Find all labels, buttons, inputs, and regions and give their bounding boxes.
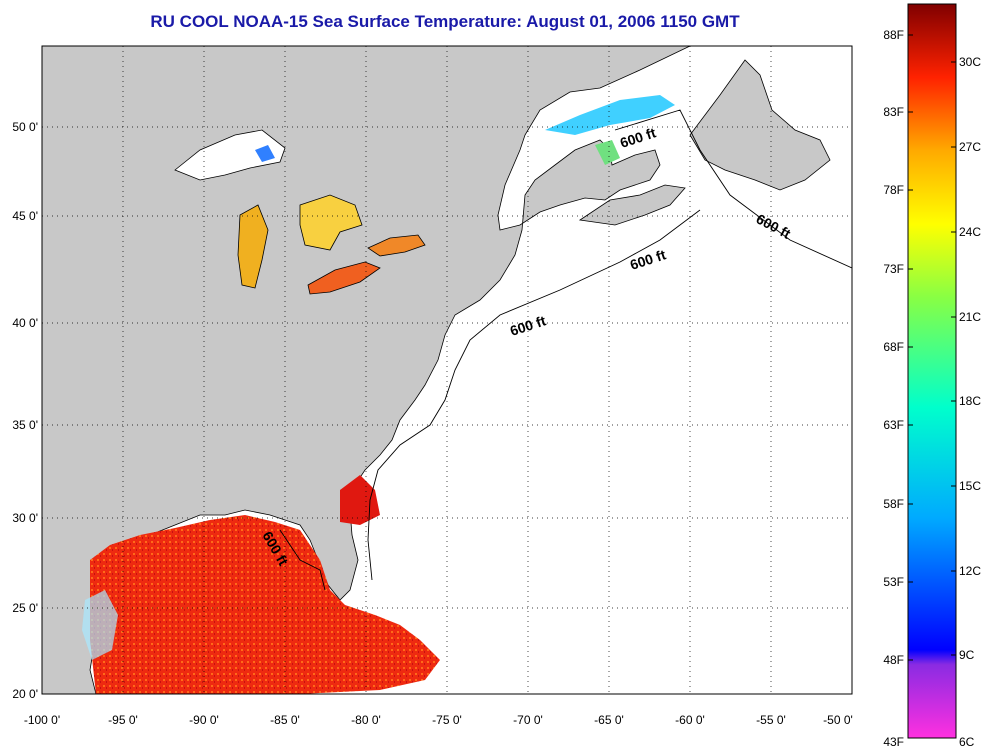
cb-f-label: 58F: [883, 497, 904, 511]
lon-label: -50 0': [823, 713, 853, 727]
sst-st-lawrence-green: [595, 140, 620, 165]
map-title: RU COOL NOAA-15 Sea Surface Temperature:…: [150, 12, 740, 31]
lon-label: -75 0': [432, 713, 462, 727]
cb-c-label: 27C: [959, 140, 981, 154]
sst-superior-blue: [255, 145, 275, 162]
cb-c-label: 30C: [959, 55, 981, 69]
lon-label: -70 0': [513, 713, 543, 727]
latitude-labels: 50 0' 45 0' 40 0' 35 0' 30 0' 25 0' 20 0…: [12, 120, 38, 701]
lon-label: -65 0': [594, 713, 624, 727]
lon-label: -95 0': [108, 713, 138, 727]
lon-label: -85 0': [270, 713, 300, 727]
cb-f-label: 53F: [883, 575, 904, 589]
cb-f-label: 43F: [883, 735, 904, 749]
colorbar: [907, 3, 957, 739]
lat-label: 25 0': [12, 601, 38, 615]
sst-gulf-of-mexico: [90, 515, 440, 694]
land-newfoundland: [689, 59, 831, 191]
cb-f-label: 68F: [883, 340, 904, 354]
cb-f-label: 63F: [883, 418, 904, 432]
colorbar-ticks: [908, 34, 956, 661]
lake-huron: [299, 194, 363, 251]
cb-c-label: 6C: [959, 735, 975, 749]
lake-michigan: [237, 204, 269, 289]
longitude-labels: -100 0' -95 0' -90 0' -85 0' -80 0' -75 …: [24, 713, 853, 727]
cb-c-label: 9C: [959, 648, 975, 662]
cb-c-label: 24C: [959, 225, 981, 239]
sst-cool-patch: [82, 590, 118, 660]
grid-lines: [42, 46, 852, 694]
cb-c-label: 12C: [959, 564, 981, 578]
lon-label: -55 0': [756, 713, 786, 727]
lat-label: 35 0': [12, 418, 38, 432]
cb-f-label: 78F: [883, 183, 904, 197]
sst-st-lawrence: [545, 95, 675, 135]
lon-label: -90 0': [189, 713, 219, 727]
cb-f-label: 73F: [883, 262, 904, 276]
lon-label: -60 0': [675, 713, 705, 727]
cb-c-label: 15C: [959, 479, 981, 493]
cb-f-label: 88F: [883, 28, 904, 42]
lat-label: 45 0': [12, 209, 38, 223]
land-north-america: [42, 46, 691, 694]
cb-f-label: 83F: [883, 105, 904, 119]
colorbar-f-labels: 88F 83F 78F 73F 68F 63F 58F 53F 48F 43F: [883, 28, 904, 749]
lat-label: 50 0': [12, 120, 38, 134]
land-nova-scotia: [578, 184, 686, 226]
colorbar-c-labels: 30C 27C 24C 21C 18C 15C 12C 9C 6C: [959, 55, 981, 749]
lat-label: 40 0': [12, 316, 38, 330]
lake-ontario: [367, 234, 426, 257]
contour-600ft: [279, 109, 852, 591]
cb-f-label: 48F: [883, 653, 904, 667]
lake-superior: [174, 129, 286, 181]
lake-erie: [307, 261, 381, 295]
cb-c-label: 21C: [959, 310, 981, 324]
lon-label: -100 0': [24, 713, 60, 727]
lon-label: -80 0': [351, 713, 381, 727]
cb-c-label: 18C: [959, 394, 981, 408]
lat-label: 30 0': [12, 511, 38, 525]
sst-florida-east: [340, 475, 380, 525]
lat-label: 20 0': [12, 687, 38, 701]
